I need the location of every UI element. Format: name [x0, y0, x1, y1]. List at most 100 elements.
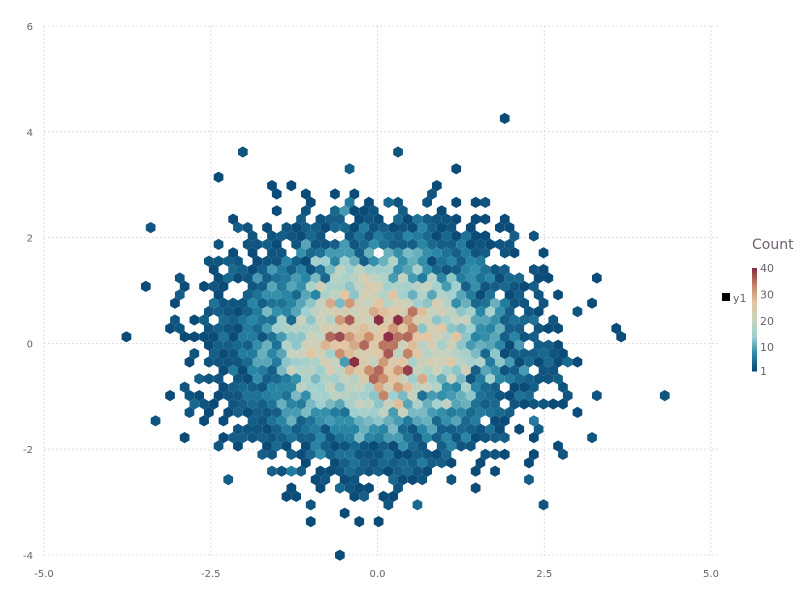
hex-bin: [383, 247, 394, 259]
hex-bin: [592, 272, 602, 284]
hex-bin: [325, 314, 335, 326]
hex-bin: [267, 398, 277, 410]
hex-bin: [218, 280, 229, 292]
hex-bin: [461, 381, 471, 393]
hex-bin: [427, 222, 437, 234]
colorbar-segment: [752, 280, 757, 284]
hex-bin: [432, 264, 442, 276]
hex-bin: [436, 272, 447, 284]
hex-bin: [238, 314, 248, 326]
hex-bin: [417, 474, 428, 486]
colorbar-segment: [752, 309, 757, 313]
hex-bin: [451, 247, 462, 259]
hex-bin: [504, 272, 515, 284]
hex-bin: [238, 264, 248, 276]
hex-bin: [315, 247, 326, 259]
hex-bin: [204, 322, 214, 334]
hex-bin: [383, 348, 394, 360]
hex-bin: [252, 306, 263, 318]
hex-bin: [465, 406, 476, 418]
hex-bin: [354, 213, 365, 225]
hex-bin: [247, 348, 258, 360]
hex-bin: [378, 406, 389, 418]
colorbar-segment: [752, 316, 757, 320]
hex-bin: [267, 448, 277, 460]
hex-bin: [276, 280, 287, 292]
hex-bin: [538, 247, 549, 259]
hex-bin: [480, 264, 491, 276]
hex-bin: [412, 280, 423, 292]
hex-bin: [325, 331, 335, 343]
hex-bin: [281, 289, 292, 301]
hex-bin: [504, 406, 515, 418]
hex-bin: [349, 474, 360, 486]
hex-bin: [446, 222, 457, 234]
hex-bin: [495, 406, 505, 418]
hex-bin: [412, 364, 423, 376]
hex-bin: [364, 314, 374, 326]
hex-bin: [470, 398, 481, 410]
hex-bin: [485, 356, 495, 368]
hex-bin: [335, 482, 345, 494]
hex-bin: [233, 390, 243, 402]
hex-bin: [427, 322, 437, 334]
hex-bin: [170, 297, 180, 309]
hex-bin: [470, 264, 481, 276]
hex-bin: [262, 356, 272, 368]
hex-bin: [349, 373, 360, 385]
hex-bin: [475, 457, 486, 469]
hex-bin: [475, 272, 486, 284]
hex-bin: [407, 406, 418, 418]
colorbar-segment: [752, 322, 757, 326]
hex-bin: [490, 314, 500, 326]
hex-bin: [291, 423, 301, 435]
hex-bin: [335, 398, 345, 410]
hex-bin: [475, 289, 486, 301]
hex-bin: [262, 272, 272, 284]
hex-bin: [330, 339, 340, 351]
hex-bin: [441, 432, 452, 444]
hex-bin: [330, 238, 340, 250]
hex-bin: [485, 238, 495, 250]
hex-bin: [432, 364, 442, 376]
hex-bin: [499, 264, 510, 276]
hex-bin: [194, 390, 204, 402]
hex-bin: [383, 381, 394, 393]
colorbar-segment: [752, 268, 757, 272]
hex-bin: [349, 255, 360, 267]
hex-bin: [320, 373, 331, 385]
hex-bin: [432, 230, 442, 242]
hex-bin: [368, 406, 379, 418]
colorbar-segment: [752, 360, 757, 364]
hex-bin: [475, 406, 486, 418]
hex-bin: [296, 331, 306, 343]
hex-bin: [553, 339, 563, 351]
hex-bin: [359, 222, 369, 234]
hex-bin: [276, 415, 287, 427]
colorbar-segment: [752, 352, 757, 357]
hex-bin: [344, 348, 355, 360]
hex-bin: [335, 381, 345, 393]
hex-bin: [354, 297, 365, 309]
hex-bin: [339, 390, 350, 402]
hex-bin: [441, 331, 452, 343]
hex-bin: [388, 255, 398, 267]
hex-bin: [218, 348, 229, 360]
hex-bin: [461, 297, 471, 309]
colorbar-segment: [752, 368, 757, 372]
hex-bin: [301, 322, 311, 334]
hex-bin: [538, 499, 549, 511]
hex-bin: [271, 205, 282, 217]
colorbar-segment: [752, 355, 757, 359]
hex-bin: [538, 398, 549, 410]
hex-bin: [412, 230, 423, 242]
hex-bin: [514, 423, 525, 435]
hex-bin: [364, 415, 374, 427]
colorbar-tick-label: 10: [760, 341, 774, 354]
hex-bin: [271, 440, 282, 452]
hex-bin: [339, 238, 350, 250]
hex-bin: [252, 373, 263, 385]
hex-bin: [427, 406, 437, 418]
hex-bin: [223, 272, 234, 284]
hex-bin: [238, 381, 248, 393]
